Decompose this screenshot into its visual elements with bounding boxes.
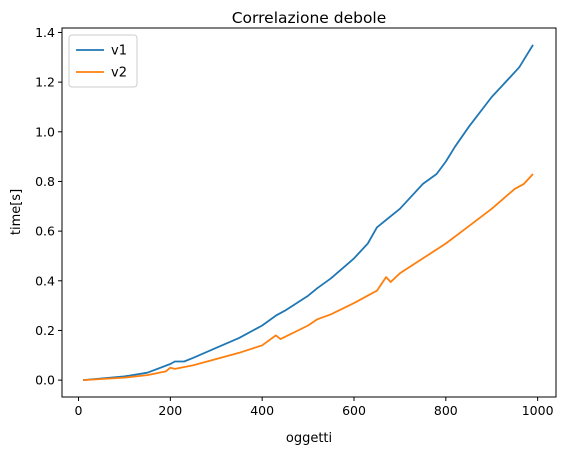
x-tick-label: 1000 — [522, 403, 554, 418]
x-tick-label: 0 — [75, 403, 83, 418]
y-tick-label: 0.0 — [35, 373, 55, 388]
y-axis-label: time[s] — [9, 189, 24, 235]
series-line-v1 — [83, 44, 534, 381]
x-tick-label: 800 — [434, 403, 458, 418]
x-axis-label: oggetti — [286, 431, 332, 446]
plot-area-frame — [61, 27, 557, 398]
y-tick-label: 0.6 — [35, 224, 55, 239]
y-tick-label: 0.8 — [35, 174, 55, 189]
x-tick-label: 200 — [158, 403, 182, 418]
chart-title: Correlazione debole — [232, 9, 387, 27]
x-tick-label: 600 — [342, 403, 366, 418]
y-tick-label: 1.0 — [35, 124, 55, 139]
y-tick-label: 1.2 — [35, 75, 55, 90]
legend-box — [68, 34, 138, 88]
legend-label-v2: v2 — [111, 66, 127, 81]
y-tick-label: 1.4 — [35, 25, 55, 40]
x-tick-label: 400 — [250, 403, 274, 418]
legend-label-v1: v1 — [111, 44, 127, 59]
series-line-v2 — [83, 173, 534, 381]
y-tick-label: 0.4 — [35, 273, 55, 288]
y-tick-label: 0.2 — [35, 323, 55, 338]
